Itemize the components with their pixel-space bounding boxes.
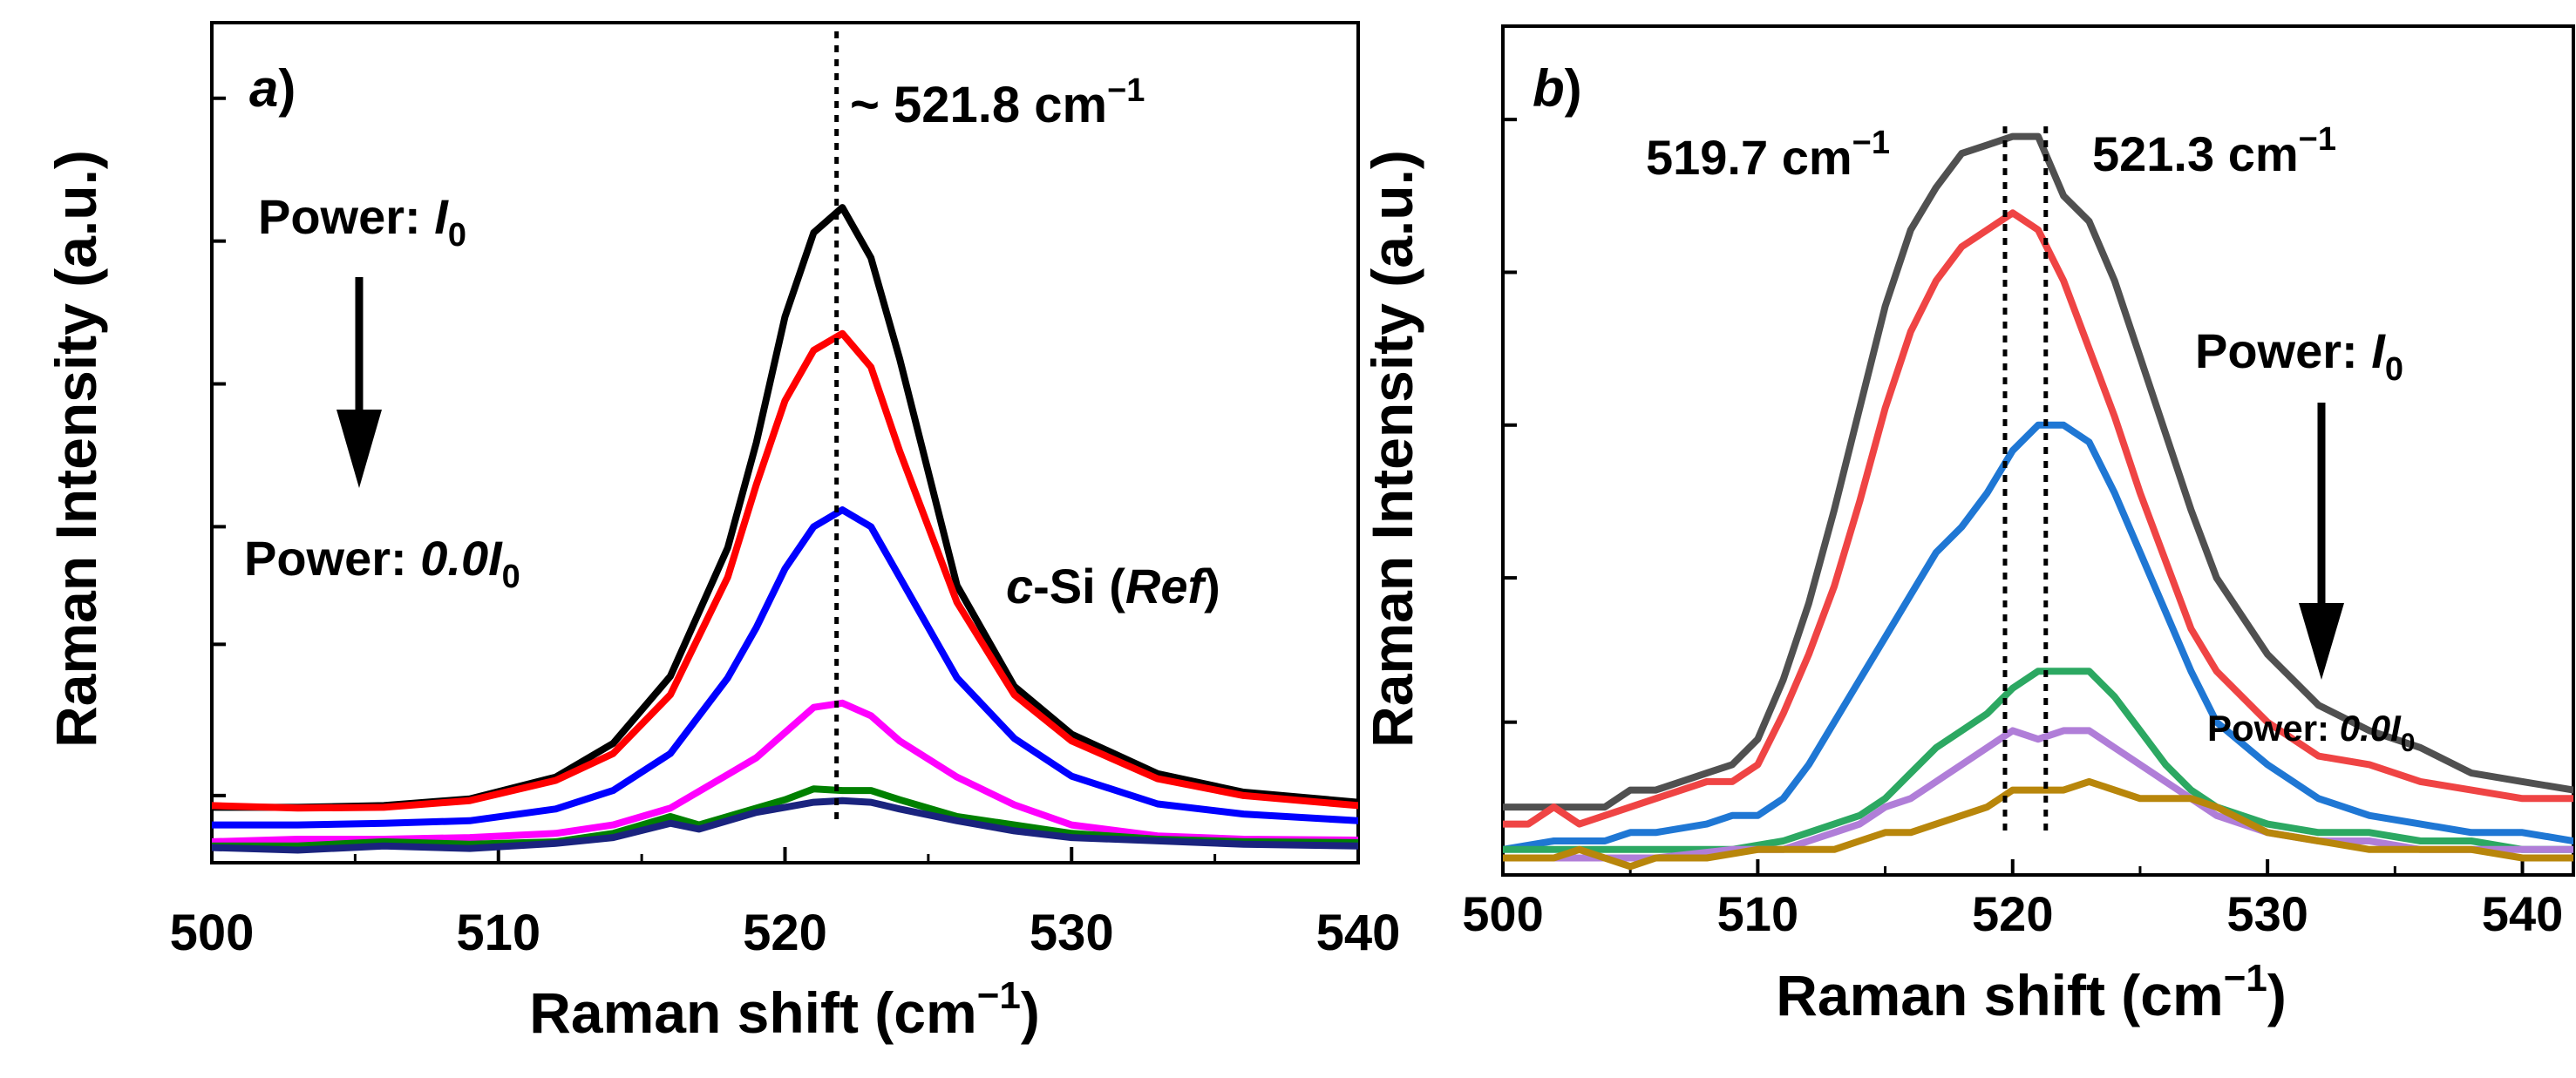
panel-a-y-axis-label: Raman Intensity (a.u.): [44, 150, 108, 748]
panel-a-label: a): [249, 59, 296, 118]
series-line-red: [212, 329, 1358, 812]
panel-a-y-ticks: [212, 96, 226, 797]
series-line-navy: [212, 797, 1358, 854]
series-line-green: [212, 785, 1358, 850]
panel-a-power-bottom: Power: 0.0I0: [244, 531, 520, 595]
panel-b-power-bottom: Power: 0.0I0: [2207, 708, 2415, 757]
panel-a-x-tick-labels: 500 510 520 530 540: [170, 905, 1401, 961]
x-tick-label: 530: [2226, 886, 2308, 941]
series-line-green: [1503, 668, 2573, 853]
panel-b-x-tick-labels: 500 510 520 530 540: [1462, 886, 2563, 941]
panel-b-x-ticks: [1501, 859, 2525, 875]
panel-b-y-ticks: [1503, 118, 1517, 724]
panel-a-x-ticks: [210, 847, 1360, 863]
x-tick-label: 510: [1717, 886, 1798, 941]
series-line-blue: [212, 506, 1358, 829]
x-tick-label: 530: [1030, 905, 1114, 961]
series-line-blue: [1503, 421, 2573, 853]
x-tick-label: 520: [1972, 886, 2053, 941]
panel-b-arrow: [2299, 403, 2344, 680]
panel-a-arrow: [336, 277, 382, 488]
panel-a-power-top: Power: I0: [258, 189, 466, 254]
series-line-dark-gray: [1503, 132, 2573, 811]
panel-a-peak-label: ~ 521.8 cm−1: [850, 72, 1145, 133]
panel-b-frame: [1501, 24, 2575, 877]
panel-b-power-top: Power: I0: [2195, 323, 2403, 388]
panel-a-x-axis-label: Raman shift (cm−1): [529, 974, 1040, 1045]
series-line-magenta: [212, 699, 1358, 845]
panel-b-peak-label-2: 521.3 cm−1: [2092, 121, 2336, 181]
panel-b: 500 510 520 530 540 b) 519.7 cm−1 521.3 cm−1…: [1360, 24, 2575, 1027]
panel-b-series: [1503, 132, 2573, 871]
x-tick-label: 540: [1316, 905, 1401, 961]
panel-a-series: [212, 204, 1358, 854]
x-tick-label: 520: [743, 905, 827, 961]
panel-a-sample-label: c-Si (Ref): [1006, 559, 1220, 614]
x-tick-label: 510: [456, 905, 540, 961]
panel-b-x-axis-label: Raman shift (cm−1): [1776, 957, 2287, 1027]
series-line-gold: [1503, 777, 2573, 871]
x-tick-label: 500: [1462, 886, 1543, 941]
panel-b-peak-label-1: 519.7 cm−1: [1646, 125, 1890, 185]
series-line-black: [212, 204, 1358, 811]
panel-a: 500 510 520 530 540 a) ~ 521.8 cm−1 Power: I…: [44, 21, 1401, 1045]
x-tick-label: 540: [2482, 886, 2563, 941]
panel-b-label: b): [1533, 59, 1582, 118]
series-line-red: [1503, 209, 2573, 828]
x-tick-label: 500: [170, 905, 255, 961]
panel-b-y-axis-label: Raman Intensity (a.u.): [1360, 150, 1424, 748]
